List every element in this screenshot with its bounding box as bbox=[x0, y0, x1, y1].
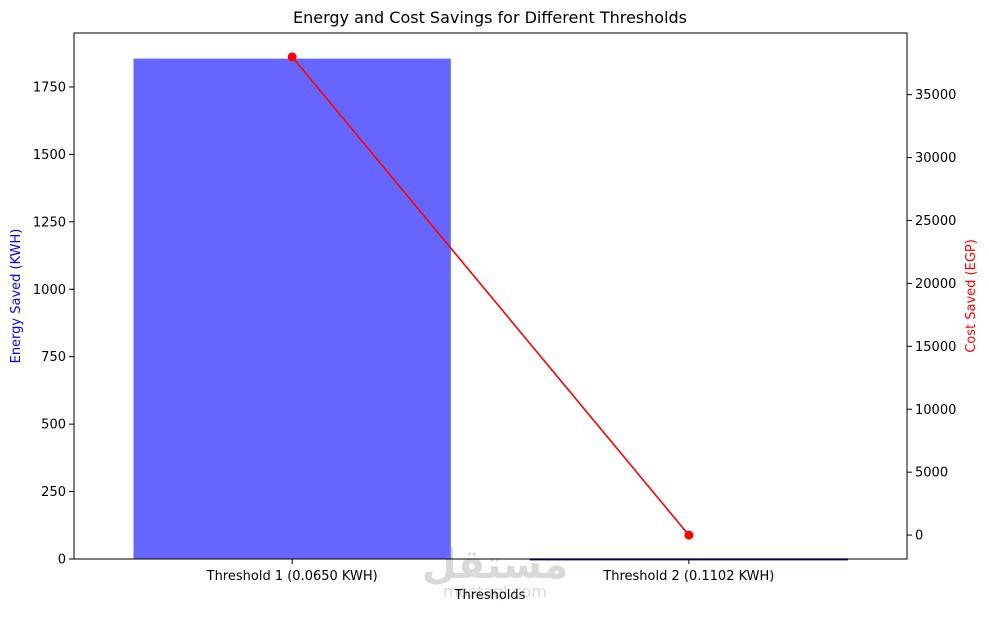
left-tick-label: 1250 bbox=[33, 215, 66, 230]
left-tick-label: 500 bbox=[41, 418, 66, 433]
x-axis-label: Thresholds bbox=[454, 588, 526, 603]
x-tick-label: Threshold 1 (0.0650 KWH) bbox=[206, 569, 378, 584]
right-tick-label: 25000 bbox=[915, 214, 956, 229]
left-tick-label: 0 bbox=[58, 553, 66, 568]
bar-series bbox=[133, 58, 848, 561]
right-tick-label: 20000 bbox=[915, 277, 956, 292]
watermark: مستقل mostaql.com bbox=[422, 542, 568, 601]
left-tick-label: 1500 bbox=[33, 148, 66, 163]
left-y-axis: 0 250 500 750 1000 1250 1500 1750 bbox=[33, 80, 74, 568]
right-tick-label: 35000 bbox=[915, 88, 956, 103]
right-tick-label: 10000 bbox=[915, 403, 956, 418]
line-series bbox=[287, 52, 694, 540]
bar-1 bbox=[133, 58, 451, 559]
left-tick-label: 1000 bbox=[33, 283, 66, 298]
left-axis-label: Energy Saved (KWH) bbox=[9, 229, 24, 364]
right-tick-label: 0 bbox=[915, 529, 923, 544]
cost-point-1 bbox=[287, 52, 297, 62]
cost-point-2 bbox=[684, 530, 694, 540]
right-tick-label: 30000 bbox=[915, 151, 956, 166]
x-tick-label: Threshold 2 (0.1102 KWH) bbox=[602, 569, 774, 584]
chart-title: Energy and Cost Savings for Different Th… bbox=[293, 8, 687, 27]
cost-line bbox=[291, 56, 690, 536]
right-axis-label: Cost Saved (EGP) bbox=[964, 239, 979, 353]
left-tick-label: 750 bbox=[41, 350, 66, 365]
right-tick-label: 5000 bbox=[915, 466, 948, 481]
plot-frame bbox=[73, 32, 908, 560]
right-y-axis: 0 5000 10000 15000 20000 25000 30000 35000 bbox=[907, 88, 956, 544]
left-tick-label: 1750 bbox=[33, 80, 66, 95]
left-tick-label: 250 bbox=[41, 485, 66, 500]
right-tick-label: 15000 bbox=[915, 340, 956, 355]
x-axis: Threshold 1 (0.0650 KWH) Threshold 2 (0.1… bbox=[206, 559, 774, 584]
watermark-text: mostaql.com bbox=[443, 582, 547, 601]
